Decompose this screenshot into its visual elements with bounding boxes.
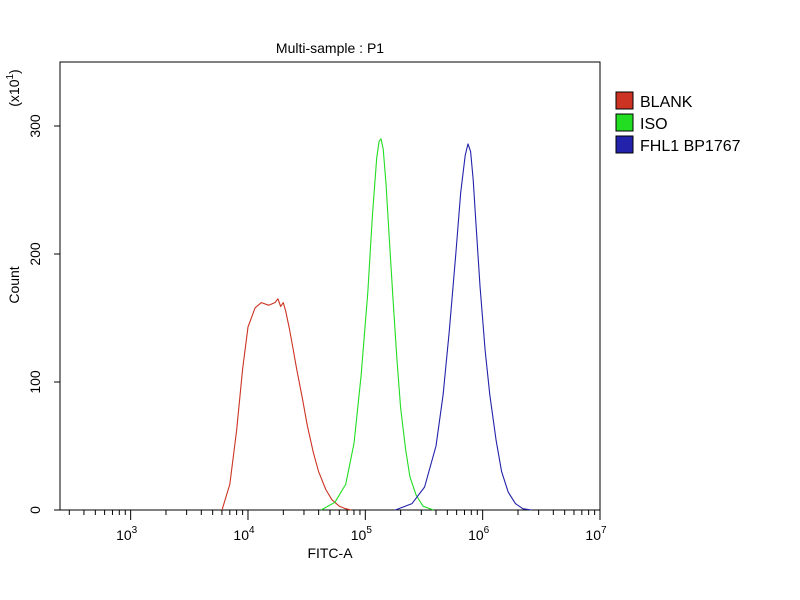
y-multiplier-base: (x10: [6, 79, 22, 106]
legend-swatch-0: [615, 91, 634, 110]
x-tick-exponent-1: 4: [249, 525, 255, 536]
x-tick-exponent-0: 3: [132, 525, 138, 536]
y-axis-multiplier: (x101): [5, 69, 22, 106]
legend-label-2: FHL1 BP1767: [640, 138, 741, 155]
y-tick-label-0: 0: [27, 506, 43, 514]
y-tick-label-2: 200: [27, 242, 43, 266]
series-line-fhl1-bp1767: [395, 143, 532, 511]
y-tick-label-3: 300: [27, 114, 43, 138]
x-tick-exponent-4: 7: [601, 525, 607, 536]
plot-area-frame: [59, 61, 601, 511]
series-line-blank: [221, 298, 352, 511]
chart-title: Multi-sample : P1: [276, 40, 384, 56]
x-tick-base-4: 10: [585, 527, 601, 543]
x-tick-label-3: 106: [468, 525, 490, 543]
x-tick-label-2: 105: [351, 525, 373, 543]
x-tick-exponent-2: 5: [366, 525, 372, 536]
x-tick-label-0: 103: [116, 525, 138, 543]
y-multiplier-exponent: 1: [5, 74, 16, 80]
y-multiplier-close: ): [6, 69, 22, 74]
y-tick-label-1: 100: [27, 370, 43, 394]
x-tick-base-1: 10: [233, 527, 249, 543]
x-tick-base-2: 10: [351, 527, 367, 543]
y-axis-label: Count: [6, 266, 22, 303]
y-axis: 0 100 200 300: [27, 114, 60, 514]
legend-label-1: ISO: [640, 116, 668, 133]
x-tick-exponent-3: 6: [484, 525, 490, 536]
legend-label-0: BLANK: [640, 94, 693, 111]
legend: BLANK ISO FHL1 BP1767: [615, 91, 741, 155]
series-line-iso: [320, 138, 434, 511]
x-tick-base-0: 10: [116, 527, 132, 543]
series-lines: [221, 138, 532, 511]
x-tick-base-3: 10: [468, 527, 484, 543]
legend-swatch-1: [615, 113, 634, 132]
legend-swatch-2: [615, 135, 634, 154]
x-tick-label-4: 107: [585, 525, 607, 543]
x-tick-label-1: 104: [233, 525, 255, 543]
x-axis-label: FITC-A: [307, 545, 353, 561]
x-axis: 103 104 105 106 107: [68, 510, 607, 543]
